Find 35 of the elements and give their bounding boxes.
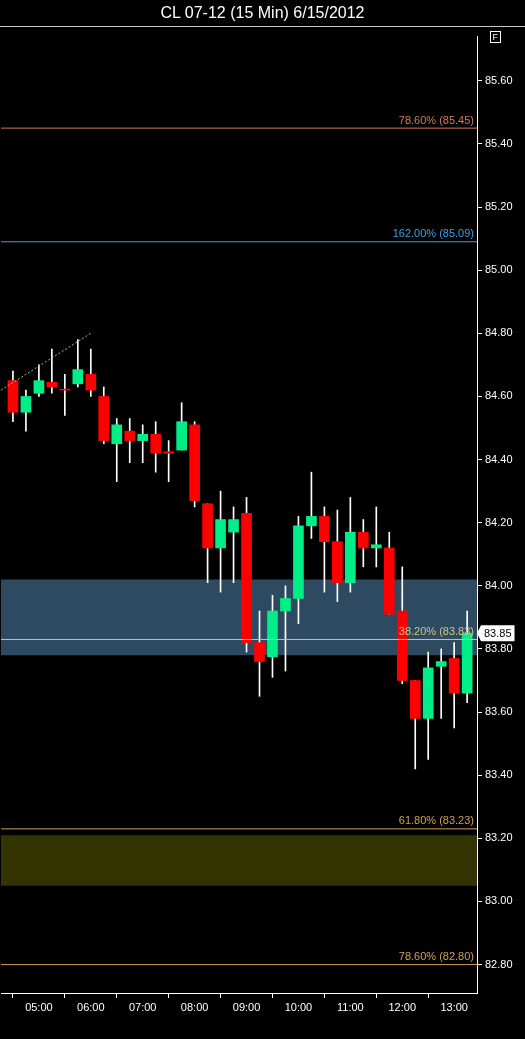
y-tick-label: 83.00 [485, 894, 513, 907]
ref-line-label: 78.60% (85.45) [398, 113, 474, 126]
y-tick-label: 83.20 [485, 831, 513, 844]
text: 83.85 [484, 627, 512, 640]
x-tick-label: 10:00 [284, 1000, 313, 1013]
x-tick-label: 09:00 [232, 1000, 261, 1013]
y-tick-label: 83.80 [485, 641, 513, 654]
x-tick-label: 07:00 [128, 1000, 157, 1013]
y-tick-label: 85.20 [485, 200, 513, 213]
y-tick-label: 84.60 [485, 389, 513, 402]
y-tick-label: 84.80 [485, 326, 513, 339]
candlestick [137, 424, 149, 464]
y-tick-label: 84.00 [485, 578, 513, 591]
x-tick-label: 12:00 [388, 1000, 417, 1013]
ref-line-label: 78.60% (82.80) [398, 950, 474, 963]
ref-line-label: 162.00% (85.09) [392, 227, 474, 240]
x-tick-label: 05:00 [25, 1000, 53, 1013]
candlestick [435, 648, 447, 719]
text: F [489, 31, 501, 43]
candlestick [370, 506, 382, 568]
x-tick-label: 13:00 [440, 1000, 468, 1013]
x-tick-label: 11:00 [336, 1000, 364, 1013]
candlestick [124, 418, 136, 464]
x-tick-label: 08:00 [180, 1000, 209, 1013]
ref-line-label: 61.80% (83.23) [398, 814, 474, 827]
chart-title: CL 07-12 (15 Min) 6/15/2012 [0, 0, 525, 27]
y-tick-label: 85.60 [485, 73, 513, 86]
y-tick-label: 84.20 [485, 515, 513, 528]
x-tick-label: 06:00 [77, 1000, 105, 1013]
y-tick-label: 83.40 [485, 768, 513, 781]
y-tick-label: 83.60 [485, 705, 513, 718]
y-tick-label: 82.80 [485, 957, 513, 970]
y-tick-label: 85.00 [485, 263, 513, 276]
y-tick-label: 84.40 [485, 452, 513, 465]
y-tick-label: 85.40 [485, 136, 513, 149]
